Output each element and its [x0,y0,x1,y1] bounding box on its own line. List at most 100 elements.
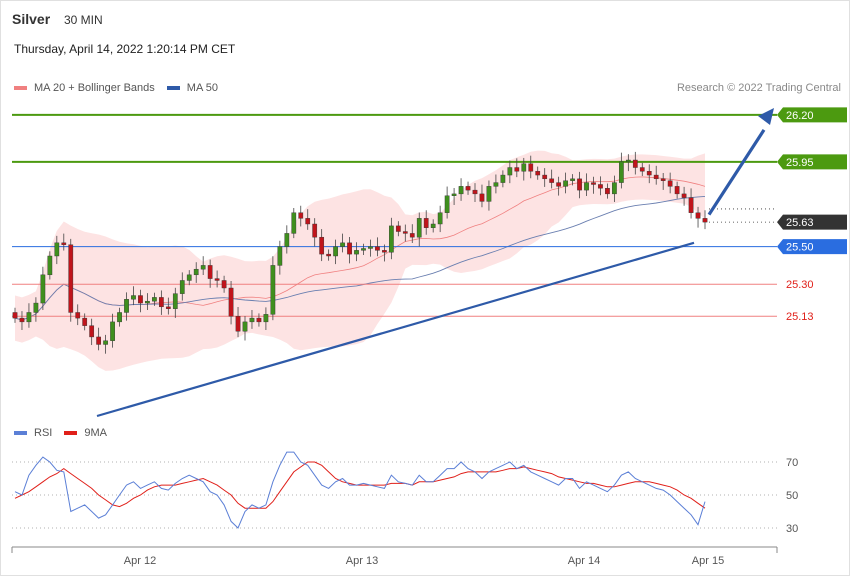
candle-body-99 [702,218,708,223]
level-label-2: 25.50 [786,242,814,254]
target-arrow-head [758,108,774,125]
candle-body-86 [612,182,617,195]
candle-body-21 [159,297,164,308]
candle-body-91 [646,171,652,176]
trend-lines [96,108,774,418]
level-label-4: 25.13 [786,311,814,323]
rsi-panel: 70 50 30 [12,451,798,535]
candle-body-55 [395,225,401,232]
candle-body-74 [528,163,534,172]
candle-body-30 [221,280,227,289]
candle-body-44 [319,236,325,255]
candle-body-95 [674,186,680,195]
rsi-tick-1: 50 [786,490,798,502]
legend-swatch-bollinger [14,86,27,90]
candle-body-54 [389,225,394,253]
candle-body-20 [152,297,157,302]
ma50-line [14,195,706,321]
candle-body-5 [47,255,53,276]
candle-body-37 [270,265,276,315]
candle-body-17 [131,295,136,300]
candle-body-94 [667,180,673,187]
candlesticks [12,151,708,354]
legend-label-rsi: RSI [34,427,53,439]
candle-body-11 [89,325,95,338]
level-label-0: 26.20 [786,110,814,122]
candle-body-47 [340,242,345,247]
legend-swatch-ma50 [166,86,180,90]
candle-body-12 [96,336,101,345]
candle-body-24 [179,280,185,294]
candle-body-48 [347,242,352,255]
x-axis-label-2: Apr 14 [568,555,600,567]
candle-body-41 [298,212,304,219]
candle-body-46 [333,246,338,257]
candle-body-79 [563,180,568,187]
rsi-tick-0: 70 [786,457,798,469]
candle-body-34 [249,317,255,323]
candle-body-22 [165,306,171,309]
candle-body-64 [458,186,464,195]
candle-body-45 [326,253,331,257]
candle-body-83 [591,182,596,185]
candle-body-49 [354,250,359,255]
legend-label-bollinger: MA 20 + Bollinger Bands [34,82,155,94]
candle-body-98 [695,212,701,219]
candle-body-7 [61,242,67,245]
candle-body-9 [75,312,81,319]
candle-body-67 [479,193,485,202]
candle-body-96 [681,193,687,198]
candle-body-88 [625,159,631,163]
candle-body-84 [598,184,603,189]
candle-body-6 [54,242,60,257]
candle-body-53 [382,250,387,253]
legend-label-ma50: MA 50 [186,82,218,94]
candle-body-50 [361,248,366,251]
level-label-1: 25.95 [786,157,814,169]
x-axis: Apr 12 Apr 13 Apr 14 Apr 15 [11,546,778,567]
level-lines [12,113,777,317]
candle-body-92 [653,174,659,180]
candle-body-52 [375,246,380,251]
candle-body-2 [26,312,32,323]
candle-body-36 [263,314,269,323]
rsi-tick-2: 30 [786,523,798,535]
candle-body-66 [472,189,478,195]
rsi-line [14,451,706,529]
candle-body-97 [688,197,694,213]
candle-body-19 [145,300,150,304]
instrument-symbol: Silver [12,11,51,27]
candle-body-57 [409,233,415,238]
candle-body-87 [619,161,624,183]
candle-body-70 [500,174,506,183]
candle-body-15 [117,312,122,323]
timeframe-label: 30 MIN [64,13,103,27]
legend-label-9ma: 9MA [84,427,107,439]
rsi-legend: RSI 9MA [14,427,107,439]
candle-body-80 [570,178,575,181]
candle-body-75 [535,171,541,176]
candle-body-42 [305,218,311,225]
level-labels: 26.20 25.95 25.50 25.30 25.13 25.63 [777,107,847,323]
candle-body-81 [577,178,582,191]
candle-body-60 [430,223,436,228]
candle-body-39 [284,233,290,247]
candle-body-8 [68,244,74,313]
bollinger-band-fill [15,150,705,371]
candle-body-28 [207,265,213,279]
candle-body-71 [507,167,513,176]
candle-body-23 [172,293,178,309]
candle-body-77 [549,178,555,183]
level-label-3: 25.30 [786,279,814,291]
level-tag-1 [777,154,847,170]
rsi-9ma-line [14,461,706,509]
x-axis-label-3: Apr 15 [692,555,724,567]
candle-body-59 [423,218,429,228]
candle-body-56 [402,231,408,234]
candle-body-89 [632,159,638,168]
research-credit: Research © 2022 Trading Central [676,82,841,94]
bollinger-band-area [15,150,705,371]
candle-body-78 [556,182,561,187]
